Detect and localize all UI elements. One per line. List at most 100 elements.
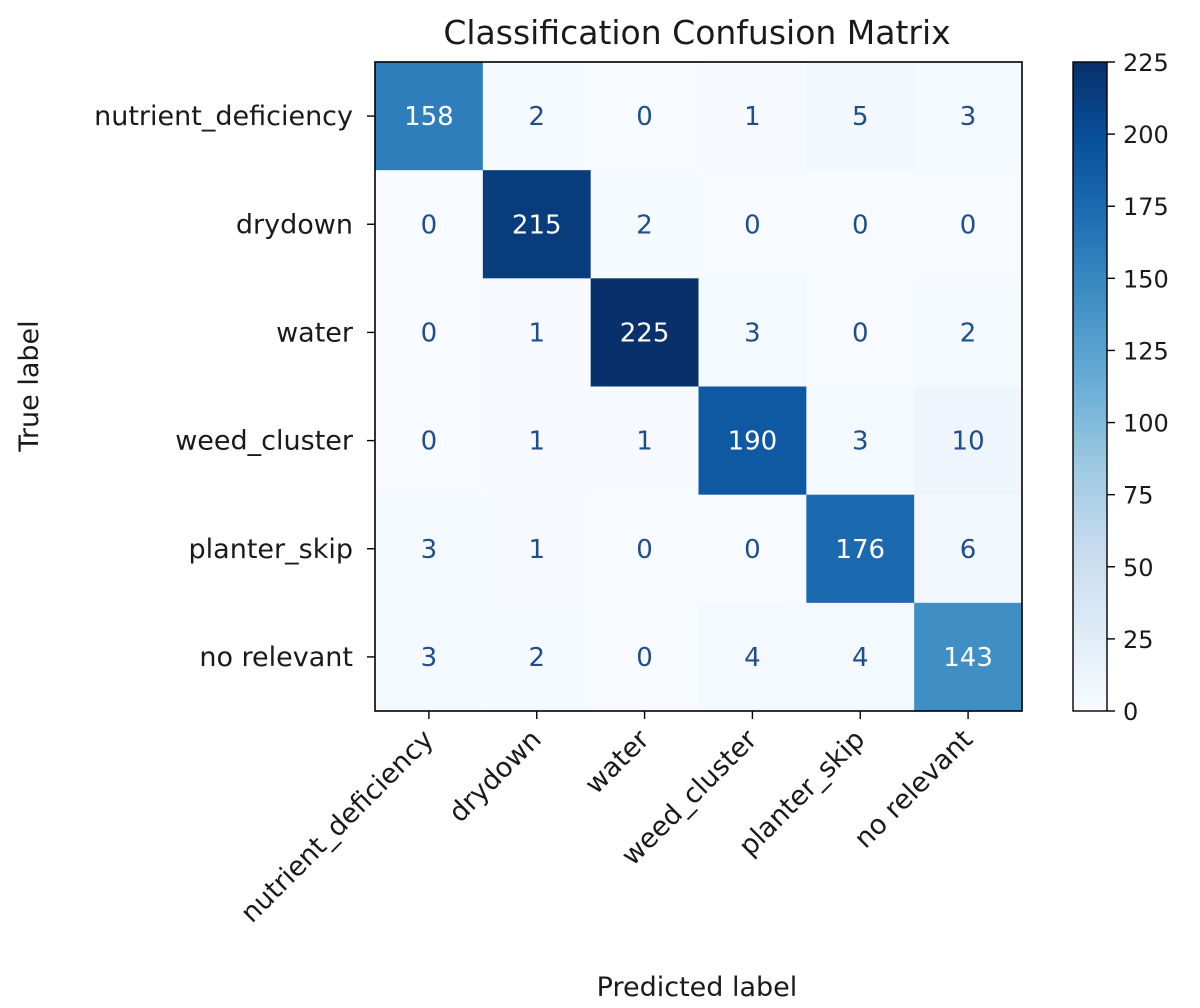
cell-value-label: 0 (421, 318, 438, 348)
matrix-cell (482, 278, 592, 388)
colorbar-tick-label: 150 (1123, 265, 1169, 293)
chart-title: Classification Confusion Matrix (443, 13, 950, 52)
colorbar-tick-label: 175 (1123, 193, 1169, 221)
cell-value-label: 0 (960, 210, 977, 240)
cell-value-label: 4 (744, 643, 761, 673)
x-tick-label: water (579, 723, 656, 800)
matrix-cell (590, 170, 700, 279)
matrix-cell (698, 62, 807, 171)
matrix-cell (914, 386, 1023, 496)
cell-value-label: 3 (744, 318, 761, 348)
colorbar-tick-label: 125 (1123, 337, 1169, 365)
cell-value-label: 1 (744, 102, 761, 132)
matrix-cell (914, 62, 1023, 171)
matrix-cell (806, 494, 915, 604)
matrix-cell (375, 386, 484, 496)
matrix-cell (698, 278, 807, 388)
colorbar (1072, 61, 1108, 712)
matrix-cell (806, 386, 915, 496)
cell-value-label: 0 (636, 102, 653, 132)
matrix-cell (590, 494, 700, 604)
matrix-cell (375, 62, 484, 171)
matrix-cell (482, 62, 592, 171)
cell-value-label: 1 (528, 318, 545, 348)
cell-value-label: 2 (528, 102, 545, 132)
matrix-cell (914, 494, 1023, 604)
cell-value-label: 176 (835, 535, 885, 565)
colorbar-tick-label: 50 (1123, 554, 1154, 582)
cell-value-label: 158 (404, 102, 454, 132)
y-tick-label: water (276, 317, 354, 348)
x-tick-label: nutrient_deficiency (235, 724, 440, 929)
cell-value-label: 0 (636, 535, 653, 565)
matrix-cell (590, 62, 700, 171)
matrix-cell (375, 170, 484, 279)
matrix-cell (375, 494, 484, 604)
plot-frame (374, 61, 1023, 712)
cell-value-label: 0 (852, 210, 869, 240)
y-tick-label: weed_cluster (175, 426, 354, 457)
colorbar-tick-label: 100 (1123, 410, 1169, 438)
cell-value-label: 3 (852, 427, 869, 457)
colorbar-ticks: 0 25 50 75 100 125 150 175 200 225 (1107, 49, 1169, 726)
cell-value-label: 1 (636, 427, 653, 457)
matrix-cell (698, 386, 807, 496)
matrix-cell (698, 170, 807, 279)
colorbar-tick-label: 25 (1123, 626, 1154, 654)
matrix-cell (914, 278, 1023, 388)
cell-value-label: 0 (421, 210, 438, 240)
matrix-cell (806, 278, 915, 388)
matrix-cell (698, 602, 807, 712)
cell-value-label: 1 (528, 427, 545, 457)
colorbar-tick-label: 200 (1123, 121, 1169, 149)
cell-value-label: 5 (852, 102, 869, 132)
y-tick-label: no relevant (199, 642, 353, 673)
matrix-cell (914, 170, 1023, 279)
cell-value-label: 2 (636, 210, 653, 240)
cell-value-label: 4 (852, 643, 869, 673)
x-tick-label: drydown (443, 724, 548, 829)
matrix-cell (375, 278, 484, 388)
cell-value-label: 143 (943, 643, 993, 673)
cell-value-label: 0 (744, 210, 761, 240)
matrix-cell (806, 170, 915, 279)
colorbar-tick-label: 75 (1123, 482, 1154, 510)
matrix-cell (590, 386, 700, 496)
cell-value-label: 3 (421, 643, 438, 673)
matrix-cells (375, 62, 1023, 712)
cell-value-label: 225 (620, 318, 670, 348)
cell-value-label: 0 (421, 427, 438, 457)
matrix-cell (914, 602, 1023, 712)
matrix-cell (806, 602, 915, 712)
cell-value-label: 6 (960, 535, 977, 565)
matrix-cell (590, 602, 700, 712)
matrix-cell (482, 602, 592, 712)
matrix-cell-labels: 158 2 0 1 5 30 215 2 0 0 00 1 225 3 0 20 1 1 190 3 103 1 0 0 176… (404, 102, 993, 673)
cell-value-label: 3 (421, 535, 438, 565)
y-tick-label: planter_skip (189, 534, 353, 565)
cell-value-label: 0 (852, 318, 869, 348)
cell-value-label: 2 (528, 643, 545, 673)
colorbar-tick-label: 0 (1123, 698, 1138, 726)
cell-value-label: 0 (744, 535, 761, 565)
matrix-cell (482, 386, 592, 496)
cell-value-label: 3 (960, 102, 977, 132)
colorbar-tick-label: 225 (1123, 49, 1169, 77)
cell-value-label: 10 (952, 427, 985, 457)
x-axis-ticks: nutrient_deficiency drydown waterweed_clus… (235, 711, 979, 929)
cell-value-label: 1 (528, 535, 545, 565)
y-tick-label: nutrient_deficiency (94, 101, 353, 132)
cell-value-label: 190 (728, 427, 778, 457)
matrix-cell (698, 494, 807, 604)
cell-value-label: 0 (636, 643, 653, 673)
matrix-cell (590, 278, 700, 388)
cell-value-label: 2 (960, 318, 977, 348)
matrix-cell (375, 602, 484, 712)
x-axis-label: Predicted label (597, 972, 798, 1003)
y-axis-label: True label (14, 320, 45, 452)
cell-value-label: 215 (512, 210, 562, 240)
matrix-cell (482, 170, 592, 279)
matrix-cell (482, 494, 592, 604)
